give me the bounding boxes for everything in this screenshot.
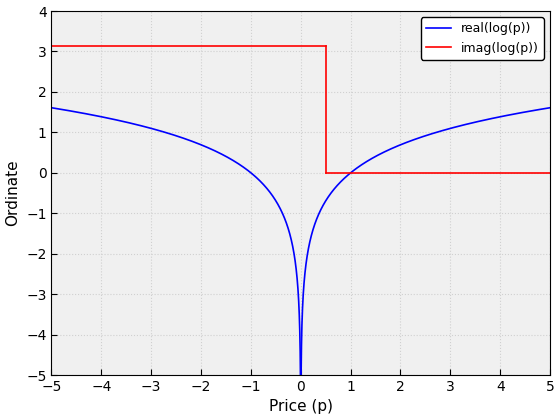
- Y-axis label: Ordinate: Ordinate: [6, 160, 21, 226]
- X-axis label: Price (p): Price (p): [269, 399, 333, 415]
- real(log(p)): [296, 309, 302, 314]
- imag(log(p)): [48, 43, 55, 48]
- Line: real(log(p)): real(log(p)): [52, 108, 301, 420]
- Legend: real(log(p)), imag(log(p)): real(log(p)), imag(log(p)): [421, 17, 544, 60]
- real(log(p)): [296, 332, 303, 337]
- imag(log(p)): [323, 43, 329, 48]
- real(log(p)): [272, 197, 278, 202]
- real(log(p)): [241, 166, 248, 171]
- real(log(p)): [48, 105, 55, 110]
